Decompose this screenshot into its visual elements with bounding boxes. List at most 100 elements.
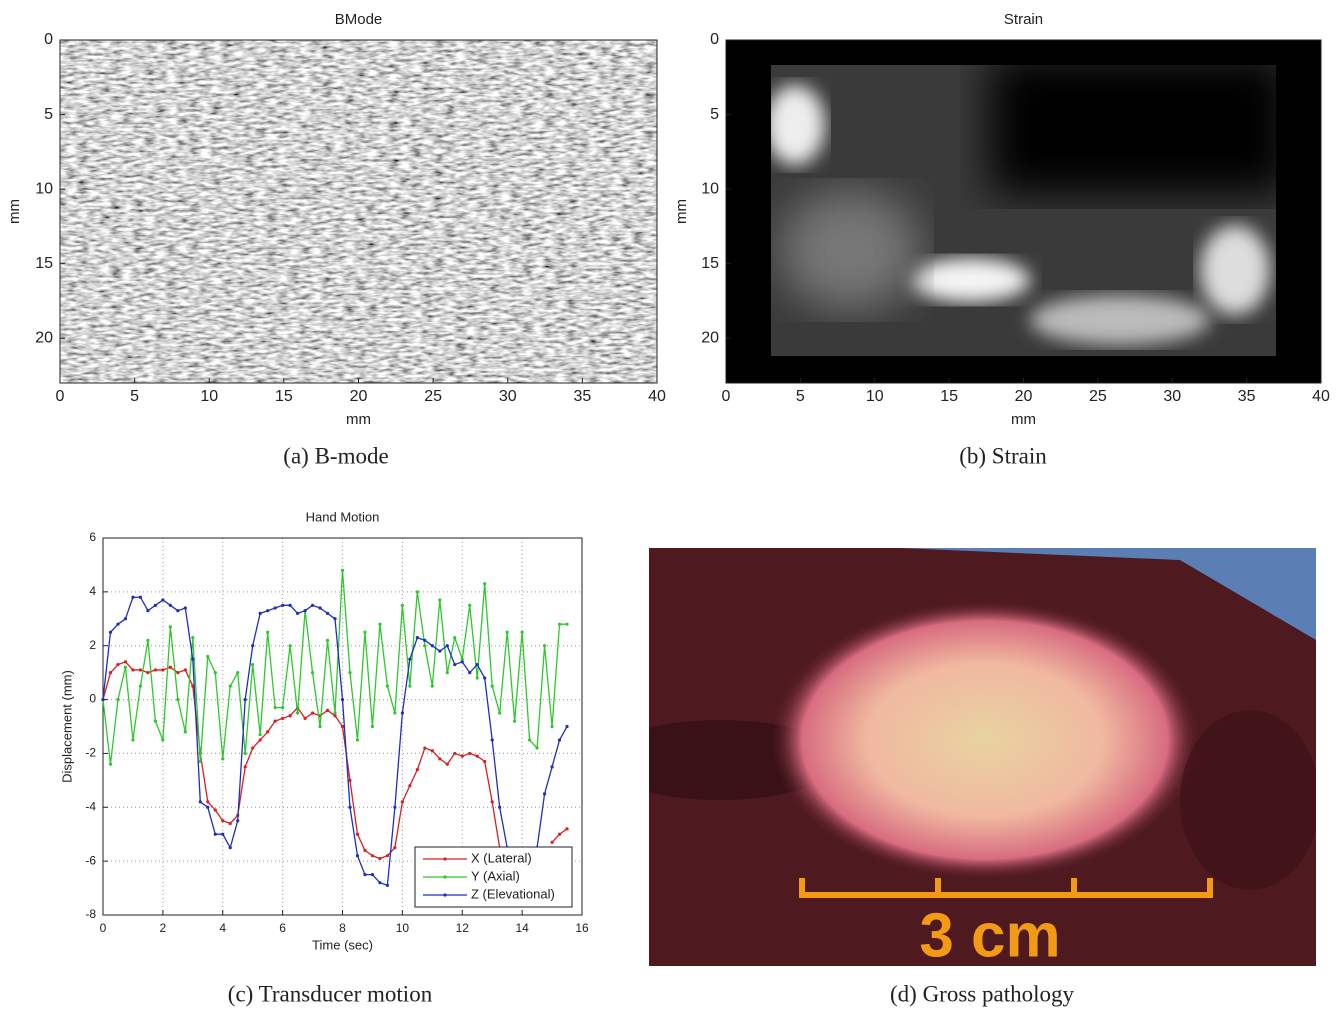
point [371, 854, 374, 857]
x-tick-label: 5 [130, 388, 139, 405]
x-tick-label: 40 [1312, 388, 1330, 405]
point [176, 671, 179, 674]
point [333, 711, 336, 714]
point [423, 639, 426, 642]
point [550, 841, 553, 844]
point [513, 720, 516, 723]
point [274, 706, 277, 709]
point [393, 846, 396, 849]
point [565, 623, 568, 626]
legend-marker [443, 893, 446, 896]
legend-label: Y (Axial) [471, 868, 520, 883]
point [543, 792, 546, 795]
point [356, 833, 359, 836]
point [348, 806, 351, 809]
point [416, 768, 419, 771]
point [461, 660, 464, 663]
x-tick-label: 16 [575, 921, 589, 935]
point [483, 676, 486, 679]
x-tick-label: 20 [350, 388, 368, 405]
point [251, 746, 254, 749]
point [221, 819, 224, 822]
point [371, 873, 374, 876]
point [146, 639, 149, 642]
point [356, 738, 359, 741]
point [266, 730, 269, 733]
point [401, 711, 404, 714]
point [229, 822, 232, 825]
y-tick-label: 5 [44, 106, 53, 123]
y-tick-label: 15 [701, 255, 719, 272]
x-tick-label: 40 [648, 388, 666, 405]
point [491, 685, 494, 688]
y-tick-label: -6 [85, 853, 96, 867]
point [214, 808, 217, 811]
point [446, 644, 449, 647]
point [274, 720, 277, 723]
y-tick-label: 20 [35, 329, 53, 346]
point [476, 663, 479, 666]
caption: (b) Strain [959, 443, 1047, 468]
x-tick-label: 15 [275, 388, 293, 405]
x-tick-label: 10 [396, 921, 410, 935]
point [326, 612, 329, 615]
point [289, 644, 292, 647]
point [259, 738, 262, 741]
point [244, 752, 247, 755]
point [191, 636, 194, 639]
point [363, 873, 366, 876]
point [348, 671, 351, 674]
point [401, 800, 404, 803]
point [176, 609, 179, 612]
point [483, 582, 486, 585]
point [431, 685, 434, 688]
point [386, 854, 389, 857]
point [303, 609, 306, 612]
caption: (c) Transducer motion [228, 981, 433, 1006]
point [326, 709, 329, 712]
point [565, 827, 568, 830]
x-tick-label: 0 [100, 921, 107, 935]
point [139, 685, 142, 688]
point [266, 609, 269, 612]
point [468, 671, 471, 674]
series-line [103, 597, 567, 885]
point [423, 746, 426, 749]
point [184, 606, 187, 609]
point [453, 636, 456, 639]
y-tick-label: 0 [44, 31, 53, 48]
scale-label: 3 cm [919, 901, 1060, 970]
point [371, 725, 374, 728]
x-tick-label: 25 [1089, 388, 1107, 405]
point [139, 668, 142, 671]
y-tick-label: 15 [35, 255, 53, 272]
point [124, 666, 127, 669]
point [550, 765, 553, 768]
point [236, 671, 239, 674]
point [206, 806, 209, 809]
point [558, 833, 561, 836]
point [558, 738, 561, 741]
point [416, 636, 419, 639]
point [161, 668, 164, 671]
point [438, 598, 441, 601]
series-line [103, 570, 567, 764]
point [214, 833, 217, 836]
x-tick-label: 35 [573, 388, 591, 405]
point [229, 846, 232, 849]
y-tick-label: 10 [701, 180, 719, 197]
point [139, 596, 142, 599]
point [498, 806, 501, 809]
point [281, 717, 284, 720]
point [184, 730, 187, 733]
y-axis-label: mm [6, 199, 23, 224]
point [311, 671, 314, 674]
x-axis-label: Time (sec) [312, 937, 373, 952]
point [408, 658, 411, 661]
chart-title: BMode [335, 11, 383, 28]
point [408, 784, 411, 787]
y-tick-label: -8 [85, 907, 96, 921]
point [393, 806, 396, 809]
x-tick-label: 6 [279, 921, 286, 935]
point [356, 854, 359, 857]
